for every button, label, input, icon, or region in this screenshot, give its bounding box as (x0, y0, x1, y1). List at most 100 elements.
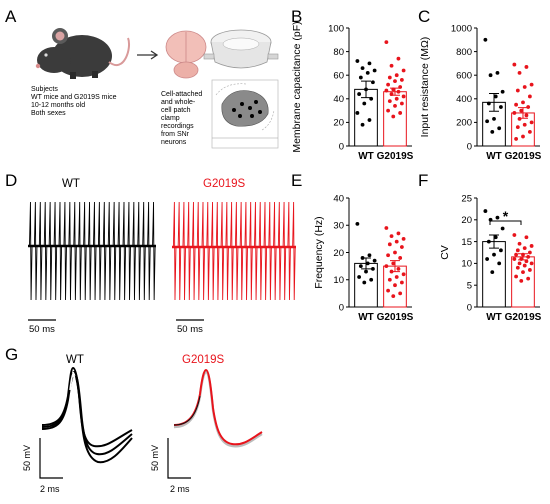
data-point (360, 122, 365, 127)
data-point (515, 265, 520, 270)
data-point (367, 118, 372, 122)
data-point (367, 253, 372, 258)
action-potential-g2019s (173, 368, 263, 448)
group-label-wt: WT (62, 178, 80, 190)
data-point (389, 63, 394, 68)
data-point (358, 75, 363, 80)
data-point (529, 244, 534, 248)
data-point (519, 108, 524, 113)
data-point (526, 105, 531, 109)
bar-g2019s (383, 91, 407, 147)
data-point (527, 94, 532, 99)
data-point (386, 288, 390, 293)
subjects-line: 10-12 months old (31, 102, 85, 109)
data-point (492, 116, 496, 121)
data-point (521, 100, 525, 105)
data-point (517, 70, 522, 75)
scale-bar-label: 50 mV (22, 445, 32, 471)
data-point (394, 96, 399, 101)
panel-label-e: E (291, 171, 302, 190)
data-point (357, 275, 362, 279)
recording-method-line: clamp (161, 115, 180, 122)
data-point (497, 126, 502, 131)
data-point (515, 248, 520, 253)
data-point (512, 233, 517, 237)
data-point (389, 92, 394, 96)
data-point (497, 261, 502, 266)
panel-label-g: G (5, 345, 18, 364)
scale-bar-label: 50 ms (29, 324, 55, 335)
scale-bar-voltage-time (39, 438, 63, 479)
data-point (367, 61, 372, 66)
data-point (391, 87, 396, 92)
data-point (519, 278, 524, 283)
data-point (360, 256, 365, 260)
panel-d: D WT G2019S 50 ms 50 ms (5, 171, 296, 335)
scale-bar-label: 2 ms (40, 484, 60, 494)
spike-train (172, 201, 296, 301)
y-tick-label: 0 (467, 141, 472, 152)
category-label: WT (358, 312, 374, 323)
data-point (393, 103, 397, 108)
data-point (500, 226, 505, 231)
scale-bar-label: 50 mV (150, 445, 160, 471)
scale-bar-voltage-time (167, 438, 191, 479)
data-point (386, 82, 390, 87)
panel-g: G WT G2019S 50 mV 2 ms 50 mV 2 ms (5, 345, 263, 494)
y-tick-label: 30 (333, 221, 344, 232)
data-point (512, 111, 517, 115)
data-point (512, 257, 517, 261)
data-point (369, 277, 374, 282)
data-point (521, 252, 525, 257)
data-point (372, 258, 377, 263)
subjects-line: Both sexes (31, 110, 66, 117)
data-point (365, 261, 370, 266)
data-point (514, 252, 518, 257)
data-point (401, 68, 406, 73)
data-point (524, 259, 529, 264)
data-point (365, 70, 370, 75)
y-tick-label: 80 (333, 47, 344, 58)
data-point (522, 263, 527, 268)
data-point (387, 75, 392, 80)
data-point (399, 78, 404, 82)
y-tick-label: 10 (461, 259, 472, 270)
data-point (398, 85, 403, 89)
data-point (384, 226, 389, 230)
data-point (527, 268, 532, 272)
error-bar (361, 257, 372, 270)
data-point (529, 82, 534, 87)
data-point (389, 234, 394, 239)
data-point (483, 37, 488, 42)
data-point (485, 257, 490, 261)
y-tick-label: 25 (461, 193, 472, 204)
category-label: G2019S (377, 312, 414, 323)
data-point (396, 89, 401, 94)
category-label: WT (358, 151, 374, 162)
data-point (524, 113, 529, 118)
data-point (517, 116, 522, 121)
data-point (514, 137, 518, 141)
spike-trace-g2019s (172, 201, 296, 301)
data-point (396, 266, 401, 271)
category-label: WT (486, 151, 502, 162)
data-point (364, 87, 368, 92)
y-axis-label: Frequency (Hz) (313, 216, 325, 288)
data-point (384, 264, 389, 269)
data-point (492, 252, 496, 257)
spike-trace-wt (28, 201, 156, 301)
data-point (389, 269, 394, 274)
data-point (519, 257, 524, 261)
data-point (401, 236, 406, 241)
data-point (522, 246, 527, 251)
data-point (355, 221, 360, 226)
group-label-wt: WT (66, 354, 84, 366)
scale-bar-label: 2 ms (170, 484, 190, 494)
y-tick-label: 0 (339, 141, 344, 152)
data-point (394, 73, 399, 78)
data-point (394, 239, 399, 244)
data-point (391, 294, 396, 298)
y-tick-label: 10 (333, 275, 344, 286)
data-point (396, 56, 401, 61)
recording-method-line: cell patch (161, 107, 191, 114)
